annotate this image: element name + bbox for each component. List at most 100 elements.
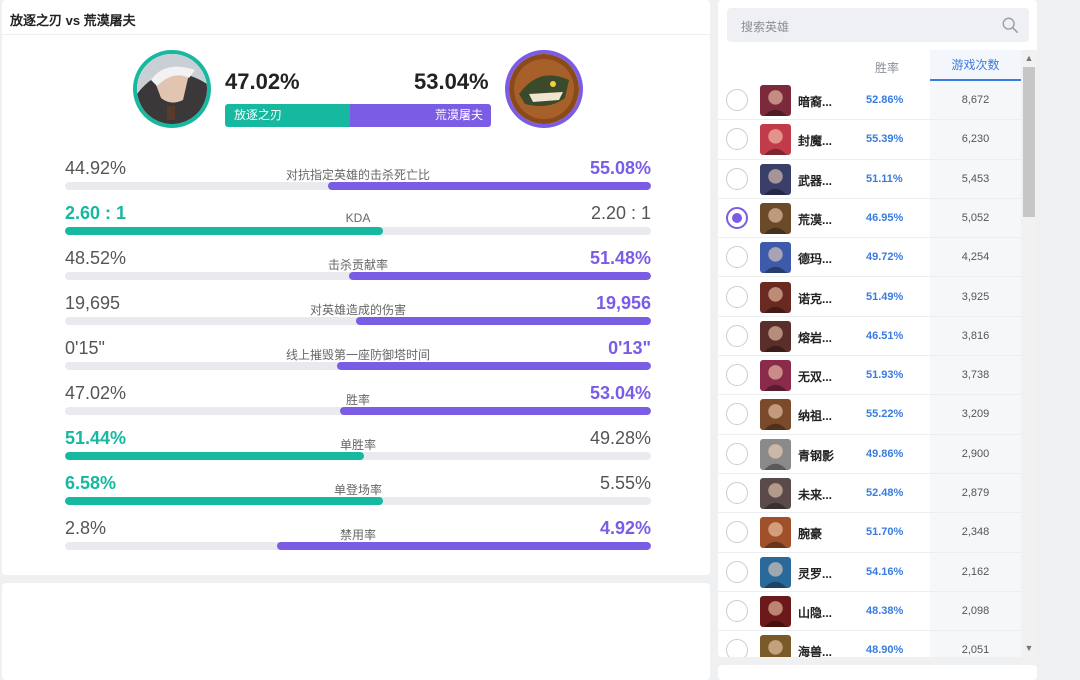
champion-win-rate: 48.38% — [866, 604, 904, 617]
right-champion-label: 荒漠屠夫 — [350, 104, 491, 127]
table-row[interactable]: 武器... 51.11% 5,453 — [718, 160, 1021, 199]
table-row[interactable]: 纳祖... 55.22% 3,209 — [718, 395, 1021, 435]
champion-win-rate: 55.22% — [866, 408, 904, 421]
scroll-up-arrow[interactable]: ▲ — [1024, 53, 1034, 63]
champion-games: 3,925 — [961, 290, 990, 303]
champion-games: 2,162 — [961, 565, 990, 578]
table-row[interactable]: 山隐... 48.38% 2,098 — [718, 592, 1021, 632]
stat-bar-track — [65, 542, 651, 550]
stat-label: 对抗指定英雄的击杀死亡比 — [285, 168, 430, 182]
stat-bar-fill — [65, 497, 383, 505]
search-icon[interactable] — [1001, 16, 1019, 34]
champion-games: 3,738 — [961, 369, 990, 382]
stat-right-value: 0'13" — [608, 338, 651, 358]
table-row[interactable]: 青钢影 49.86% 2,900 — [718, 435, 1021, 474]
stat-bar-fill — [340, 407, 651, 415]
matchup-title: 放逐之刃 vs 荒漠屠夫 — [10, 13, 136, 28]
champion-portrait — [760, 163, 791, 195]
champion-name: 海兽... — [798, 645, 833, 657]
table-row[interactable]: 德玛... 49.72% 4,254 — [718, 238, 1021, 278]
champion-name: 纳祖... — [798, 409, 833, 424]
stat-label: 单登场率 — [333, 483, 382, 497]
champion-name: 无双... — [798, 370, 833, 385]
stat-right-value: 2.20 : 1 — [590, 203, 651, 223]
stat-row: 51.44% 单胜率 49.28% — [65, 428, 651, 468]
champion-portrait — [760, 438, 791, 470]
table-row[interactable]: 无双... 51.93% 3,738 — [718, 356, 1021, 396]
champion-table: 暗裔... 52.86% 8,672 封魔... 55.39% 6,230 武器... 51.… — [718, 81, 1021, 657]
stat-right-value: 55.08% — [589, 158, 651, 178]
select-radio[interactable] — [726, 364, 748, 387]
stat-left-value: 2.8% — [65, 518, 107, 538]
stat-row: 2.8% 禁用率 4.92% — [65, 518, 651, 558]
win-rate-bar: 放逐之刃 荒漠屠夫 — [225, 104, 491, 127]
table-row[interactable]: 腕豪 51.70% 2,348 — [718, 513, 1021, 553]
select-radio[interactable] — [726, 560, 748, 583]
select-radio[interactable] — [726, 442, 748, 465]
champion-games: 6,230 — [961, 133, 990, 146]
stat-left-value: 2.60 : 1 — [65, 203, 127, 223]
select-radio[interactable] — [726, 403, 748, 426]
table-row[interactable]: 荒漠... 46.95% 5,052 — [718, 199, 1021, 239]
stat-row: 0'15" 线上摧毁第一座防御塔时间 0'13" — [65, 338, 651, 378]
select-radio[interactable] — [726, 324, 748, 347]
stat-label: 对英雄造成的伤害 — [309, 303, 406, 317]
champion-name: 暗裔... — [798, 95, 833, 109]
column-header-win-rate[interactable]: 胜率 — [875, 61, 900, 75]
champion-games: 2,098 — [961, 604, 990, 617]
champion-portrait — [760, 595, 791, 627]
stat-row: 47.02% 胜率 53.04% — [65, 383, 651, 423]
select-radio[interactable] — [726, 285, 748, 308]
champion-win-rate: 51.93% — [866, 369, 904, 382]
table-row[interactable]: 熔岩... 46.51% 3,816 — [718, 317, 1021, 357]
table-row[interactable]: 海兽... 48.90% 2,051 — [718, 631, 1021, 657]
champion-games: 3,209 — [961, 408, 990, 421]
table-row[interactable]: 诺克... 51.49% 3,925 — [718, 278, 1021, 317]
select-radio[interactable] — [726, 89, 748, 111]
stat-bar-fill — [65, 227, 383, 235]
select-radio[interactable] — [726, 206, 748, 229]
search-input[interactable]: 搜索英雄 — [741, 20, 790, 34]
champion-name: 德玛... — [798, 252, 833, 267]
select-radio[interactable] — [726, 246, 748, 269]
table-header: 胜率 游戏次数 — [718, 50, 1021, 81]
games-column-bg — [930, 81, 1021, 657]
stat-bar-track — [65, 317, 651, 325]
stat-bar-track — [65, 407, 651, 415]
champion-portrait — [760, 517, 791, 549]
champion-name: 荒漠... — [798, 212, 833, 227]
champion-name: 山隐... — [798, 605, 833, 620]
champion-name: 诺克... — [798, 291, 833, 306]
select-radio[interactable] — [726, 639, 748, 657]
column-header-games[interactable]: 游戏次数 — [930, 50, 1021, 81]
table-row[interactable]: 封魔... 55.39% 6,230 — [718, 120, 1021, 160]
select-radio[interactable] — [726, 521, 748, 544]
champion-games: 3,816 — [961, 329, 990, 342]
champion-win-rate: 52.48% — [866, 487, 904, 499]
stat-bar-fill — [349, 272, 651, 280]
stat-label: 击杀贡献率 — [327, 258, 388, 272]
stat-bar-track — [65, 227, 651, 235]
scrollbar-thumb[interactable] — [1023, 67, 1035, 217]
stat-label: 胜率 — [345, 393, 370, 407]
stat-left-value: 48.52% — [65, 248, 127, 268]
select-radio[interactable] — [726, 482, 748, 504]
champion-name: 封魔... — [798, 134, 833, 149]
champion-portrait — [760, 124, 791, 156]
champion-name: 未来... — [798, 488, 833, 502]
search-box[interactable]: 搜索英雄 — [727, 8, 1029, 42]
scroll-down-arrow[interactable]: ▼ — [1024, 643, 1034, 653]
stat-right-value: 19,956 — [595, 293, 651, 313]
right-champion-avatar — [505, 50, 583, 128]
table-row[interactable]: 暗裔... 52.86% 8,672 — [718, 81, 1021, 121]
table-row[interactable]: 灵罗... 54.16% 2,162 — [718, 553, 1021, 592]
table-row[interactable]: 未来... 52.48% 2,879 — [718, 474, 1021, 514]
select-radio[interactable] — [726, 599, 748, 622]
stat-bar-fill — [277, 542, 651, 550]
champion-games: 5,453 — [961, 172, 990, 185]
select-radio[interactable] — [726, 167, 748, 190]
stat-right-value: 5.55% — [599, 473, 651, 493]
stat-bar-fill — [336, 362, 651, 370]
select-radio[interactable] — [726, 128, 748, 151]
stat-right-value: 4.92% — [599, 518, 651, 538]
